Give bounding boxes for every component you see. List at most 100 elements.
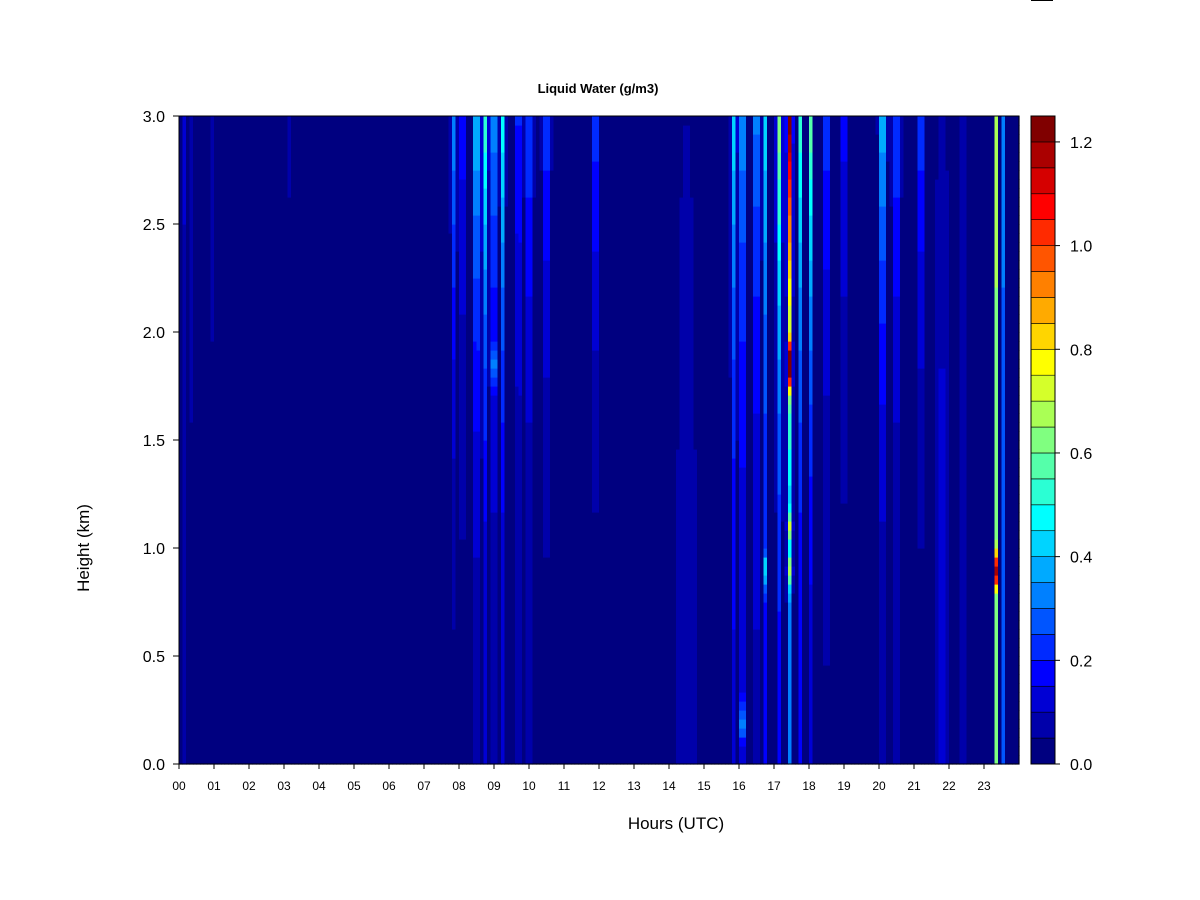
heatmap-cell <box>329 125 334 135</box>
heatmap-cell <box>413 377 418 387</box>
heatmap-cell <box>235 566 240 576</box>
heatmap-cell <box>354 341 359 351</box>
heatmap-cell <box>207 566 212 576</box>
heatmap-cell <box>179 377 184 387</box>
heatmap-cell <box>266 251 271 261</box>
heatmap-cell <box>193 557 198 567</box>
heatmap-cell <box>228 566 233 576</box>
heatmap-cell <box>340 647 345 657</box>
heatmap-cell <box>203 314 208 324</box>
heatmap-cell <box>224 215 229 225</box>
heatmap-cell <box>410 188 415 198</box>
heatmap-cell <box>326 305 331 315</box>
heatmap-cell <box>305 494 310 504</box>
heatmap-cell <box>413 512 418 522</box>
heatmap-cell <box>228 242 233 252</box>
heatmap-cell <box>287 593 292 603</box>
heatmap-cell <box>249 737 254 747</box>
heatmap-cell <box>350 521 355 531</box>
heatmap-cell <box>221 413 226 423</box>
heatmap-cell <box>413 143 418 153</box>
heatmap-cell <box>385 440 390 450</box>
heatmap-cell <box>375 665 380 675</box>
heatmap-cell <box>277 152 282 162</box>
heatmap-cell <box>385 377 390 387</box>
heatmap-cell <box>368 143 373 153</box>
heatmap-cell <box>305 746 310 756</box>
heatmap-cell <box>357 566 362 576</box>
heatmap-cell <box>221 332 226 342</box>
heatmap-cell <box>277 485 282 495</box>
heatmap-cell <box>354 215 359 225</box>
heatmap-cell <box>231 152 236 162</box>
heatmap-cell <box>396 242 401 252</box>
heatmap-cell <box>301 422 306 432</box>
heatmap-cell <box>354 710 359 720</box>
heatmap-cell <box>189 269 194 279</box>
heatmap-cell <box>347 278 352 288</box>
heatmap-cell <box>361 197 366 207</box>
heatmap-cell <box>263 287 268 297</box>
heatmap-cell <box>319 152 324 162</box>
heatmap-cell <box>228 224 233 234</box>
heatmap-cell <box>389 584 394 594</box>
heatmap-cell <box>378 305 383 315</box>
heatmap-cell <box>224 152 229 162</box>
heatmap-cell <box>382 125 387 135</box>
heatmap-cell <box>200 692 205 702</box>
heatmap-cell <box>263 557 268 567</box>
heatmap-cell <box>382 575 387 585</box>
heatmap-cell <box>315 269 320 279</box>
heatmap-cell <box>287 386 292 396</box>
heatmap-cell <box>280 233 285 243</box>
heatmap-cell <box>417 512 422 522</box>
heatmap-cell <box>179 584 184 594</box>
heatmap-cell <box>308 233 313 243</box>
heatmap-cell <box>410 170 415 180</box>
heatmap-cell <box>238 755 243 765</box>
heatmap-cell <box>378 179 383 189</box>
heatmap-cell <box>378 170 383 180</box>
heatmap-cell <box>270 305 275 315</box>
heatmap-cell <box>301 719 306 729</box>
heatmap-cell <box>207 701 212 711</box>
heatmap-cell <box>256 611 261 621</box>
heatmap-cell <box>228 629 233 639</box>
heatmap-cell <box>350 674 355 684</box>
heatmap-cell <box>371 314 376 324</box>
heatmap-cell <box>249 152 254 162</box>
heatmap-cell <box>392 233 397 243</box>
heatmap-cell <box>298 611 303 621</box>
heatmap-cell <box>371 728 376 738</box>
heatmap-cell <box>319 413 324 423</box>
heatmap-cell <box>336 512 341 522</box>
heatmap-cell <box>378 269 383 279</box>
heatmap-cell <box>364 512 369 522</box>
heatmap-cell <box>196 368 201 378</box>
heatmap-cell <box>322 305 327 315</box>
heatmap-cell <box>350 215 355 225</box>
heatmap-cell <box>301 467 306 477</box>
heatmap-cell <box>354 134 359 144</box>
heatmap-cell <box>280 152 285 162</box>
heatmap-cell <box>385 368 390 378</box>
heatmap-cell <box>270 125 275 135</box>
heatmap-cell <box>312 125 317 135</box>
heatmap-cell <box>252 548 257 558</box>
heatmap-cell <box>249 143 254 153</box>
heatmap-cell <box>403 359 408 369</box>
heatmap-cell <box>280 719 285 729</box>
heatmap-cell <box>312 269 317 279</box>
heatmap-cell <box>392 449 397 459</box>
heatmap-cell <box>196 116 201 126</box>
heatmap-cell <box>273 431 278 441</box>
heatmap-cell <box>399 503 404 513</box>
heatmap-cell <box>375 683 380 693</box>
heatmap-cell <box>417 656 422 666</box>
heatmap-cell <box>336 233 341 243</box>
heatmap-cell <box>413 701 418 711</box>
heatmap-cell <box>217 242 222 252</box>
heatmap-cell <box>249 404 254 414</box>
heatmap-cell <box>322 692 327 702</box>
heatmap-cell <box>389 143 394 153</box>
